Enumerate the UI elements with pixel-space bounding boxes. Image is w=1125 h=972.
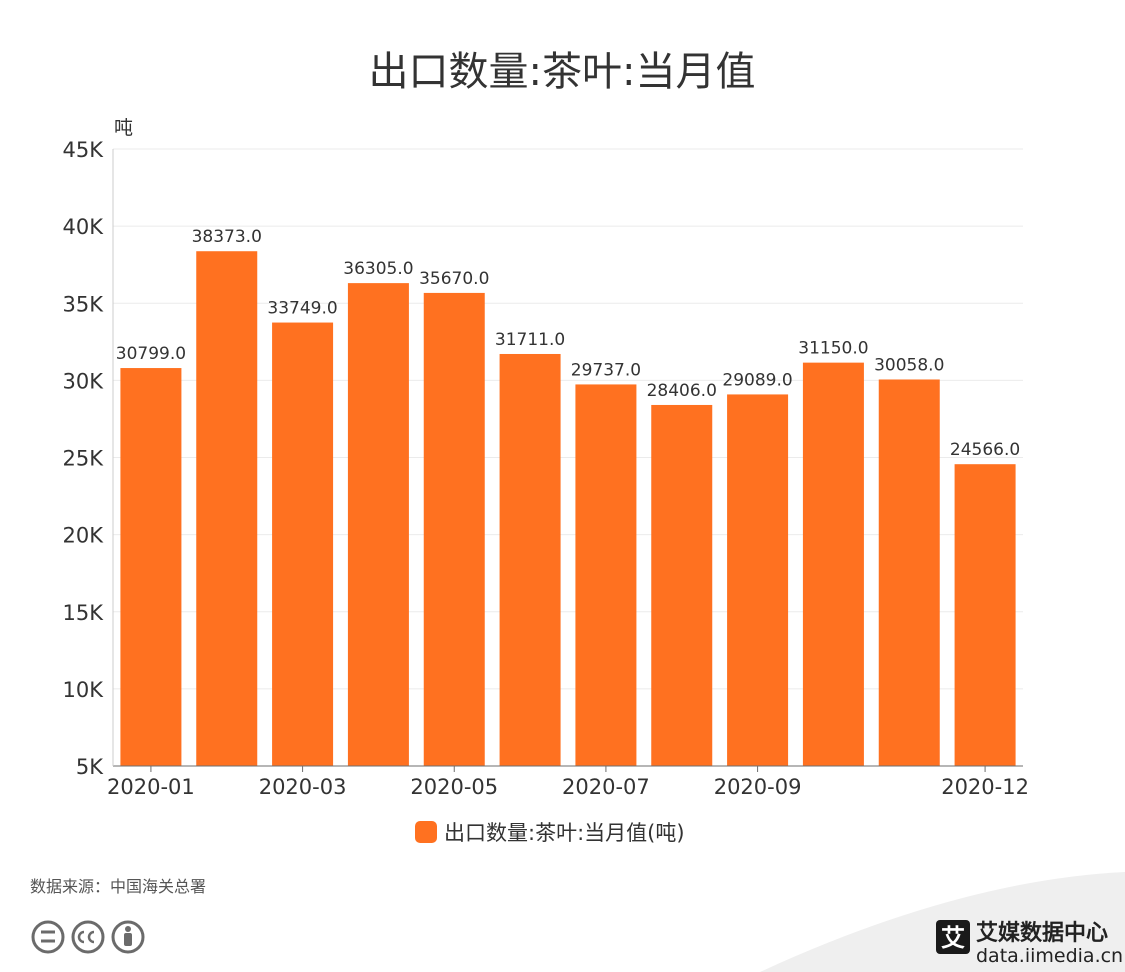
- data-label: 24566.0: [950, 440, 1020, 460]
- data-label: 31711.0: [495, 330, 565, 350]
- bar[interactable]: [651, 404, 713, 766]
- data-labels: 30799.0 38373.0 33749.0 36305.0 35670.0 31711…: [116, 227, 1020, 460]
- y-axis-ticks: 5K 10K 15K 20K 25K 30K 35K 40K 45K: [63, 138, 105, 779]
- data-label: 28406.0: [647, 381, 717, 401]
- y-tick-label: 40K: [63, 215, 105, 239]
- data-label: 35670.0: [419, 269, 489, 289]
- brand-logo-icon: [936, 920, 970, 954]
- bar[interactable]: [878, 379, 940, 766]
- y-tick-label: 45K: [63, 138, 105, 162]
- license-icons: [31, 920, 145, 954]
- brand-logo-char: 艾: [941, 924, 965, 952]
- y-tick-label: 5K: [76, 755, 104, 779]
- y-tick-label: 20K: [63, 524, 105, 548]
- bar[interactable]: [802, 362, 864, 766]
- brand-name: 艾媒数据中心: [976, 920, 1108, 946]
- bar[interactable]: [272, 322, 334, 766]
- legend-swatch: [415, 821, 437, 843]
- bar[interactable]: [499, 353, 561, 766]
- data-label: 33749.0: [267, 299, 337, 319]
- x-tick-label: 2020-03: [259, 775, 347, 799]
- data-label: 29737.0: [571, 360, 641, 380]
- data-label: 36305.0: [343, 259, 413, 279]
- grid: [113, 148, 1023, 690]
- x-tick-label: 2020-01: [107, 775, 195, 799]
- data-label: 30799.0: [116, 344, 186, 364]
- brand-watermark: 艾 艾媒数据中心 data.iimedia.cn: [760, 872, 1125, 972]
- data-label: 29089.0: [722, 370, 792, 390]
- x-tick-label: 2020-07: [562, 775, 650, 799]
- bar[interactable]: [120, 368, 182, 766]
- bar[interactable]: [954, 464, 1016, 766]
- x-tick-label: 2020-09: [714, 775, 802, 799]
- y-tick-label: 10K: [63, 678, 105, 702]
- data-label: 31150.0: [798, 339, 868, 359]
- x-tick-label: 2020-12: [941, 775, 1029, 799]
- source-note: 数据来源：中国海关总署: [30, 877, 206, 896]
- legend[interactable]: 出口数量:茶叶:当月值(吨): [415, 821, 685, 845]
- bar[interactable]: [575, 384, 637, 766]
- y-tick-label: 30K: [63, 369, 105, 393]
- x-tick-label: 2020-05: [410, 775, 498, 799]
- data-label: 30058.0: [874, 355, 944, 375]
- bar[interactable]: [347, 283, 409, 766]
- y-tick-label: 15K: [63, 601, 105, 625]
- bars: [120, 251, 1016, 766]
- x-axis: 2020-01 2020-03 2020-05 2020-07 2020-09 2020-…: [107, 149, 1029, 799]
- data-label: 38373.0: [192, 227, 262, 247]
- y-tick-label: 35K: [63, 292, 105, 316]
- y-tick-label: 25K: [63, 447, 105, 471]
- brand-url: data.iimedia.cn: [976, 945, 1123, 967]
- bar[interactable]: [727, 394, 789, 766]
- chart-title: 出口数量:茶叶:当月值: [369, 49, 756, 95]
- bar[interactable]: [196, 251, 258, 766]
- cc-icon: [71, 920, 105, 954]
- attribution-person-icon: [111, 920, 145, 954]
- legend-label: 出口数量:茶叶:当月值(吨): [444, 821, 685, 845]
- equals-icon: [31, 920, 65, 954]
- bar[interactable]: [423, 292, 485, 766]
- y-unit-label: 吨: [114, 117, 133, 139]
